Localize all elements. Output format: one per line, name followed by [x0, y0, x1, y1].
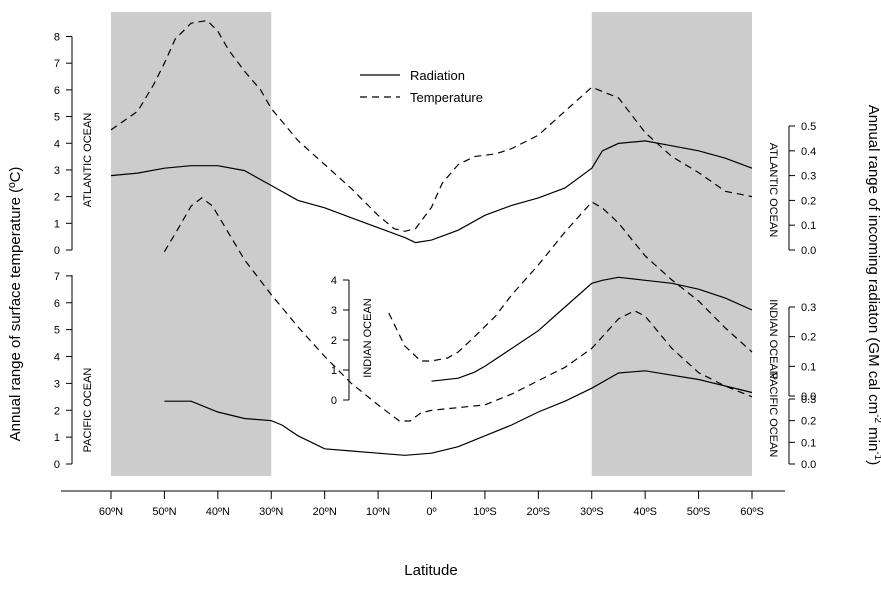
x-tick-label: 0º [426, 506, 436, 518]
x-tick-label: 60ºS [740, 506, 764, 518]
atlantic-radiation-line [110, 140, 753, 244]
pacific-left-axis-tick-label: 1 [54, 432, 60, 444]
x-tick-label: 20ºN [313, 506, 337, 518]
indian-left-axis-tick-label: 0 [331, 395, 337, 407]
axis-title-superscript: -1 [872, 451, 881, 460]
x-tick-label: 50ºS [687, 506, 711, 518]
pacific-right-axis-lower-tick-label: 0.2 [801, 416, 816, 428]
atlantic-left-axis-tick-label: 7 [54, 58, 60, 70]
pacific-right-axis-lower-tick-label: 0.1 [801, 437, 816, 449]
atlantic-left-axis-tick-label: 5 [54, 112, 60, 124]
indian-radiation-line [431, 276, 753, 382]
axis-title-part: min [865, 423, 881, 451]
indian-left-axis-tick-label: 1 [331, 365, 337, 377]
atlantic-right-axis-tick-label: 0.5 [801, 121, 816, 133]
pacific-left-axis-tick-label: 6 [54, 298, 60, 310]
atlantic-right-axis-tick-label: 0.0 [801, 245, 816, 257]
pacific-left-axis-tick-label: 5 [54, 325, 60, 337]
legend-label-radiation: Radiation [410, 68, 465, 83]
pacific-left-axis-tick-label: 2 [54, 405, 60, 417]
x-tick-label: 40ºN [206, 506, 230, 518]
y-axis-title-right: Annual range of incoming radiaton (GM ca… [865, 105, 881, 465]
atlantic-left-axis-tick-label: 8 [54, 32, 60, 44]
x-tick-label: 30ºS [580, 506, 604, 518]
indian-label-left: INDIAN OCEAN [362, 298, 374, 378]
pacific-left-axis-tick-label: 7 [54, 271, 60, 283]
atlantic-left-axis-tick-label: 2 [54, 192, 60, 204]
axis-title-part: ) [865, 460, 881, 465]
labels: 60ºN 50ºN 40ºN 30ºN 20ºN 10ºN 0º 10ºS 20ºS 30ºS 40… [7, 32, 881, 580]
atlantic-temperature-line [110, 19, 753, 232]
x-tick-label: 10ºS [473, 506, 497, 518]
pacific-radiation-line [164, 370, 753, 456]
pacific-right-axis-upper-tick-label: 0.3 [801, 302, 816, 314]
atlantic-left-axis-tick-label: 0 [54, 245, 60, 257]
pacific-label-right: PACIFIC OCEAN [767, 373, 779, 458]
shaded-band-2 [591, 12, 752, 476]
y-axis-title-left: Annual range of surface temperature (ºC) [7, 167, 24, 442]
indian-temperature-line [388, 201, 753, 362]
x-tick-label: 30ºN [259, 506, 283, 518]
indian-left-axis-tick-label: 2 [331, 335, 337, 347]
atlantic-left-axis-tick-label: 4 [54, 138, 60, 150]
indian-left-axis-tick-label: 3 [331, 305, 337, 317]
atlantic-left-axis-tick-label: 6 [54, 85, 60, 97]
pacific-right-axis-lower-tick-label: 0.3 [801, 394, 816, 406]
x-tick-label: 20ºS [527, 506, 551, 518]
x-tick-label: 40ºS [633, 506, 657, 518]
pacific-temperature-line [163, 197, 753, 422]
x-tick-label: 10ºN [366, 506, 390, 518]
x-tick-label: 60ºN [99, 506, 123, 518]
shaded-band-1 [111, 12, 272, 476]
pacific-right-axis-upper-tick-label: 0.2 [801, 332, 816, 344]
axes [61, 36, 795, 499]
pacific-right-axis-lower-tick-label: 0.0 [801, 459, 816, 471]
atlantic-left-axis-tick-label: 3 [54, 165, 60, 177]
pacific-right-axis-upper-tick-label: 0.0 [801, 391, 816, 403]
atlantic-right-axis-tick-label: 0.3 [801, 171, 816, 183]
pacific-left-axis-tick-label: 0 [54, 459, 60, 471]
legend-label-temperature: Temperature [410, 90, 483, 105]
pacific-label-left: PACIFIC OCEAN [82, 368, 94, 453]
shaded-bands [111, 12, 752, 476]
indian-label-right: INDIAN OCEAN [767, 299, 779, 379]
atlantic-right-axis-tick-label: 0.4 [801, 146, 816, 158]
atlantic-label-right: ATLANTIC OCEAN [767, 143, 779, 238]
pacific-right-axis-upper-tick-label: 0.1 [801, 361, 816, 373]
indian-left-axis-tick-label: 4 [331, 275, 337, 287]
x-axis-title: Latitude [404, 562, 457, 579]
axis-title-superscript: -2 [872, 414, 881, 423]
atlantic-right-axis-tick-label: 0.2 [801, 195, 816, 207]
atlantic-right-axis-tick-label: 0.1 [801, 220, 816, 232]
atlantic-left-axis-tick-label: 1 [54, 218, 60, 230]
axis-title-part: Annual range of incoming radiaton (GM ca… [865, 105, 881, 414]
pacific-left-axis-tick-label: 3 [54, 378, 60, 390]
atlantic-label-left: ATLANTIC OCEAN [82, 113, 94, 208]
legend: Radiation Temperature [360, 68, 483, 105]
series-lines [110, 19, 753, 456]
pacific-left-axis-tick-label: 4 [54, 352, 60, 364]
x-tick-label: 50ºN [152, 506, 176, 518]
